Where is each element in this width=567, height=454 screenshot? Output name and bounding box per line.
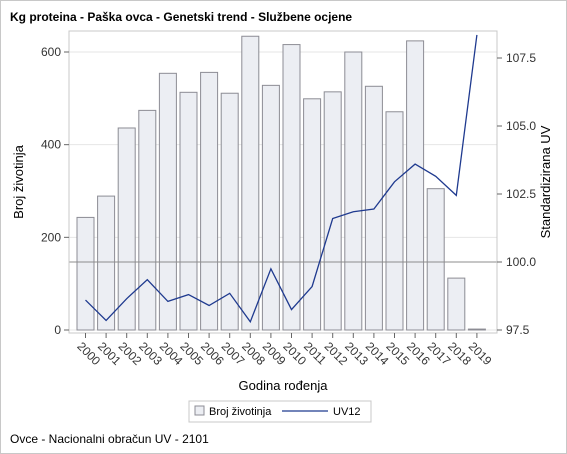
y2-axis-label: Standardizirana UV: [538, 125, 553, 238]
legend-bar-label: Broj životinja: [209, 406, 272, 418]
legend-frame: [188, 400, 372, 423]
uv12-line: [85, 34, 478, 324]
x-axis-label: Godina rođenja: [239, 378, 329, 393]
y-tick-label: 400: [41, 138, 61, 152]
y2-tick-label: 97.5: [506, 323, 530, 337]
legend-line-label: UV12: [333, 406, 361, 418]
bar: [447, 277, 466, 331]
bar: [179, 91, 198, 331]
bar: [426, 188, 445, 331]
bar: [241, 35, 260, 331]
bar: [200, 71, 219, 331]
x-axis: 2000200120022003200420052006200720082009…: [74, 333, 495, 368]
line-series: [85, 34, 478, 324]
y2-tick-label: 102.5: [506, 187, 536, 201]
bar: [344, 51, 363, 331]
bar: [385, 111, 404, 331]
x-tick-label: 2000: [74, 339, 103, 368]
bar: [323, 91, 342, 331]
y2-tick-label: 107.5: [506, 51, 536, 65]
bar: [467, 328, 486, 331]
bar: [117, 127, 136, 331]
y-tick-label: 200: [41, 230, 61, 244]
bar: [220, 92, 239, 331]
y-axis-label: Broj životinja: [11, 144, 26, 218]
bar: [76, 216, 95, 331]
chart-title: Kg proteina - Paška ovca - Genetski tren…: [10, 10, 353, 24]
bar: [97, 195, 116, 331]
bar: [303, 98, 322, 331]
bar: [138, 109, 157, 331]
footnote: Ovce - Nacionalni obračun UV - 2101: [10, 432, 209, 446]
y-axis: 0 200 400 600: [41, 45, 69, 337]
y-tick-label: 600: [41, 45, 61, 59]
legend-bar-swatch: [194, 405, 205, 416]
legend: Broj životinja UV12: [188, 400, 372, 423]
bar: [282, 44, 301, 331]
y2-axis: 97.5 100.0 102.5 105.0 107.5: [497, 51, 536, 337]
y2-tick-label: 105.0: [506, 119, 536, 133]
y2-tick-label: 100.0: [506, 255, 536, 269]
bar: [261, 84, 280, 331]
bar: [158, 72, 177, 331]
y-tick-label: 0: [54, 323, 61, 337]
bar: [406, 40, 425, 331]
bar-series: [76, 35, 486, 331]
plot-border: [68, 30, 498, 334]
